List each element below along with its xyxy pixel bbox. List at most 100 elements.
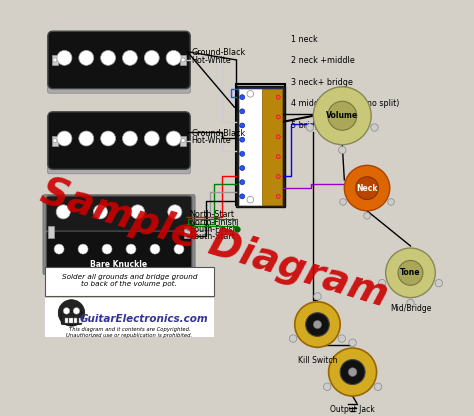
Circle shape <box>57 131 72 146</box>
Text: GuitarElectronics.com: GuitarElectronics.com <box>80 314 208 324</box>
Bar <box>52 55 58 65</box>
FancyBboxPatch shape <box>61 312 82 324</box>
Circle shape <box>240 123 245 128</box>
Circle shape <box>78 244 88 254</box>
Circle shape <box>131 205 145 219</box>
Circle shape <box>306 124 314 131</box>
Circle shape <box>54 244 64 254</box>
Circle shape <box>247 91 254 97</box>
Text: Mid/Bridge: Mid/Bridge <box>390 304 431 313</box>
Circle shape <box>349 339 356 347</box>
Circle shape <box>340 199 346 205</box>
Bar <box>184 226 190 238</box>
Circle shape <box>378 280 386 287</box>
Circle shape <box>276 115 280 119</box>
Bar <box>239 89 262 205</box>
Circle shape <box>174 244 184 254</box>
Text: 5 bridge: 5 bridge <box>291 121 324 130</box>
Circle shape <box>56 205 70 219</box>
Circle shape <box>276 135 280 139</box>
Circle shape <box>166 50 181 65</box>
Circle shape <box>100 50 116 65</box>
Circle shape <box>313 320 321 329</box>
FancyBboxPatch shape <box>46 196 192 232</box>
Circle shape <box>374 383 382 391</box>
Circle shape <box>295 302 340 347</box>
Circle shape <box>122 131 137 146</box>
Circle shape <box>73 307 80 314</box>
Circle shape <box>328 348 376 396</box>
Circle shape <box>79 131 94 146</box>
Circle shape <box>144 50 159 65</box>
Circle shape <box>63 307 70 314</box>
Circle shape <box>240 109 245 114</box>
Circle shape <box>240 194 245 199</box>
Circle shape <box>166 131 181 146</box>
Text: 2 neck +middle: 2 neck +middle <box>291 56 355 65</box>
FancyBboxPatch shape <box>47 34 191 93</box>
Circle shape <box>240 137 245 142</box>
Bar <box>52 136 58 146</box>
Circle shape <box>338 335 346 342</box>
Circle shape <box>93 205 108 219</box>
Text: Hot-White: Hot-White <box>191 56 231 65</box>
Circle shape <box>181 58 185 62</box>
Circle shape <box>102 244 112 254</box>
Circle shape <box>53 58 57 62</box>
Circle shape <box>398 260 423 285</box>
Circle shape <box>240 180 245 185</box>
Bar <box>69 318 73 323</box>
Text: 4 middle+ bridge (no split): 4 middle+ bridge (no split) <box>291 99 399 108</box>
Text: Solder all grounds and bridge ground
to back of the volume pot.: Solder all grounds and bridge ground to … <box>62 274 197 287</box>
Text: South-Start: South-Start <box>189 232 235 241</box>
Text: North-Finish: North-Finish <box>189 218 237 227</box>
Text: Output Jack: Output Jack <box>330 405 375 414</box>
Circle shape <box>247 196 254 203</box>
Text: 1 neck: 1 neck <box>291 35 317 44</box>
FancyBboxPatch shape <box>47 115 191 174</box>
FancyBboxPatch shape <box>45 267 214 296</box>
FancyBboxPatch shape <box>43 195 195 275</box>
Circle shape <box>323 383 331 391</box>
Text: This diagram and it contents are Copyrighted.
Unauthorized use or republication : This diagram and it contents are Copyrig… <box>66 327 192 338</box>
Circle shape <box>53 139 57 143</box>
Bar <box>79 318 82 323</box>
Bar <box>74 318 77 323</box>
Circle shape <box>57 50 72 65</box>
Bar <box>180 136 186 146</box>
Text: Ground-Black: Ground-Black <box>191 129 246 138</box>
Text: Neck: Neck <box>356 183 378 193</box>
Circle shape <box>306 313 329 337</box>
FancyBboxPatch shape <box>48 31 190 89</box>
Circle shape <box>58 300 85 326</box>
Circle shape <box>181 139 185 143</box>
Circle shape <box>144 131 159 146</box>
Circle shape <box>388 199 394 205</box>
Circle shape <box>168 205 182 219</box>
Circle shape <box>100 131 116 146</box>
Bar <box>237 87 285 207</box>
Circle shape <box>328 101 357 130</box>
Circle shape <box>240 151 245 156</box>
Circle shape <box>276 155 280 159</box>
Circle shape <box>356 177 378 199</box>
Bar <box>236 84 285 206</box>
Text: 3 neck+ bridge: 3 neck+ bridge <box>291 78 353 87</box>
Circle shape <box>344 166 390 211</box>
Circle shape <box>276 174 280 178</box>
Circle shape <box>435 280 443 287</box>
Bar <box>189 219 237 226</box>
Text: Bare Knuckle: Bare Knuckle <box>91 260 147 269</box>
Text: Tone: Tone <box>400 268 421 277</box>
Bar <box>262 89 283 205</box>
Bar <box>180 55 186 65</box>
Circle shape <box>348 368 357 376</box>
Text: Volume: Volume <box>326 111 358 120</box>
Circle shape <box>276 194 280 198</box>
Circle shape <box>126 244 136 254</box>
Circle shape <box>386 248 435 298</box>
Circle shape <box>240 95 245 99</box>
Circle shape <box>364 213 370 219</box>
Circle shape <box>122 50 137 65</box>
Circle shape <box>79 50 94 65</box>
